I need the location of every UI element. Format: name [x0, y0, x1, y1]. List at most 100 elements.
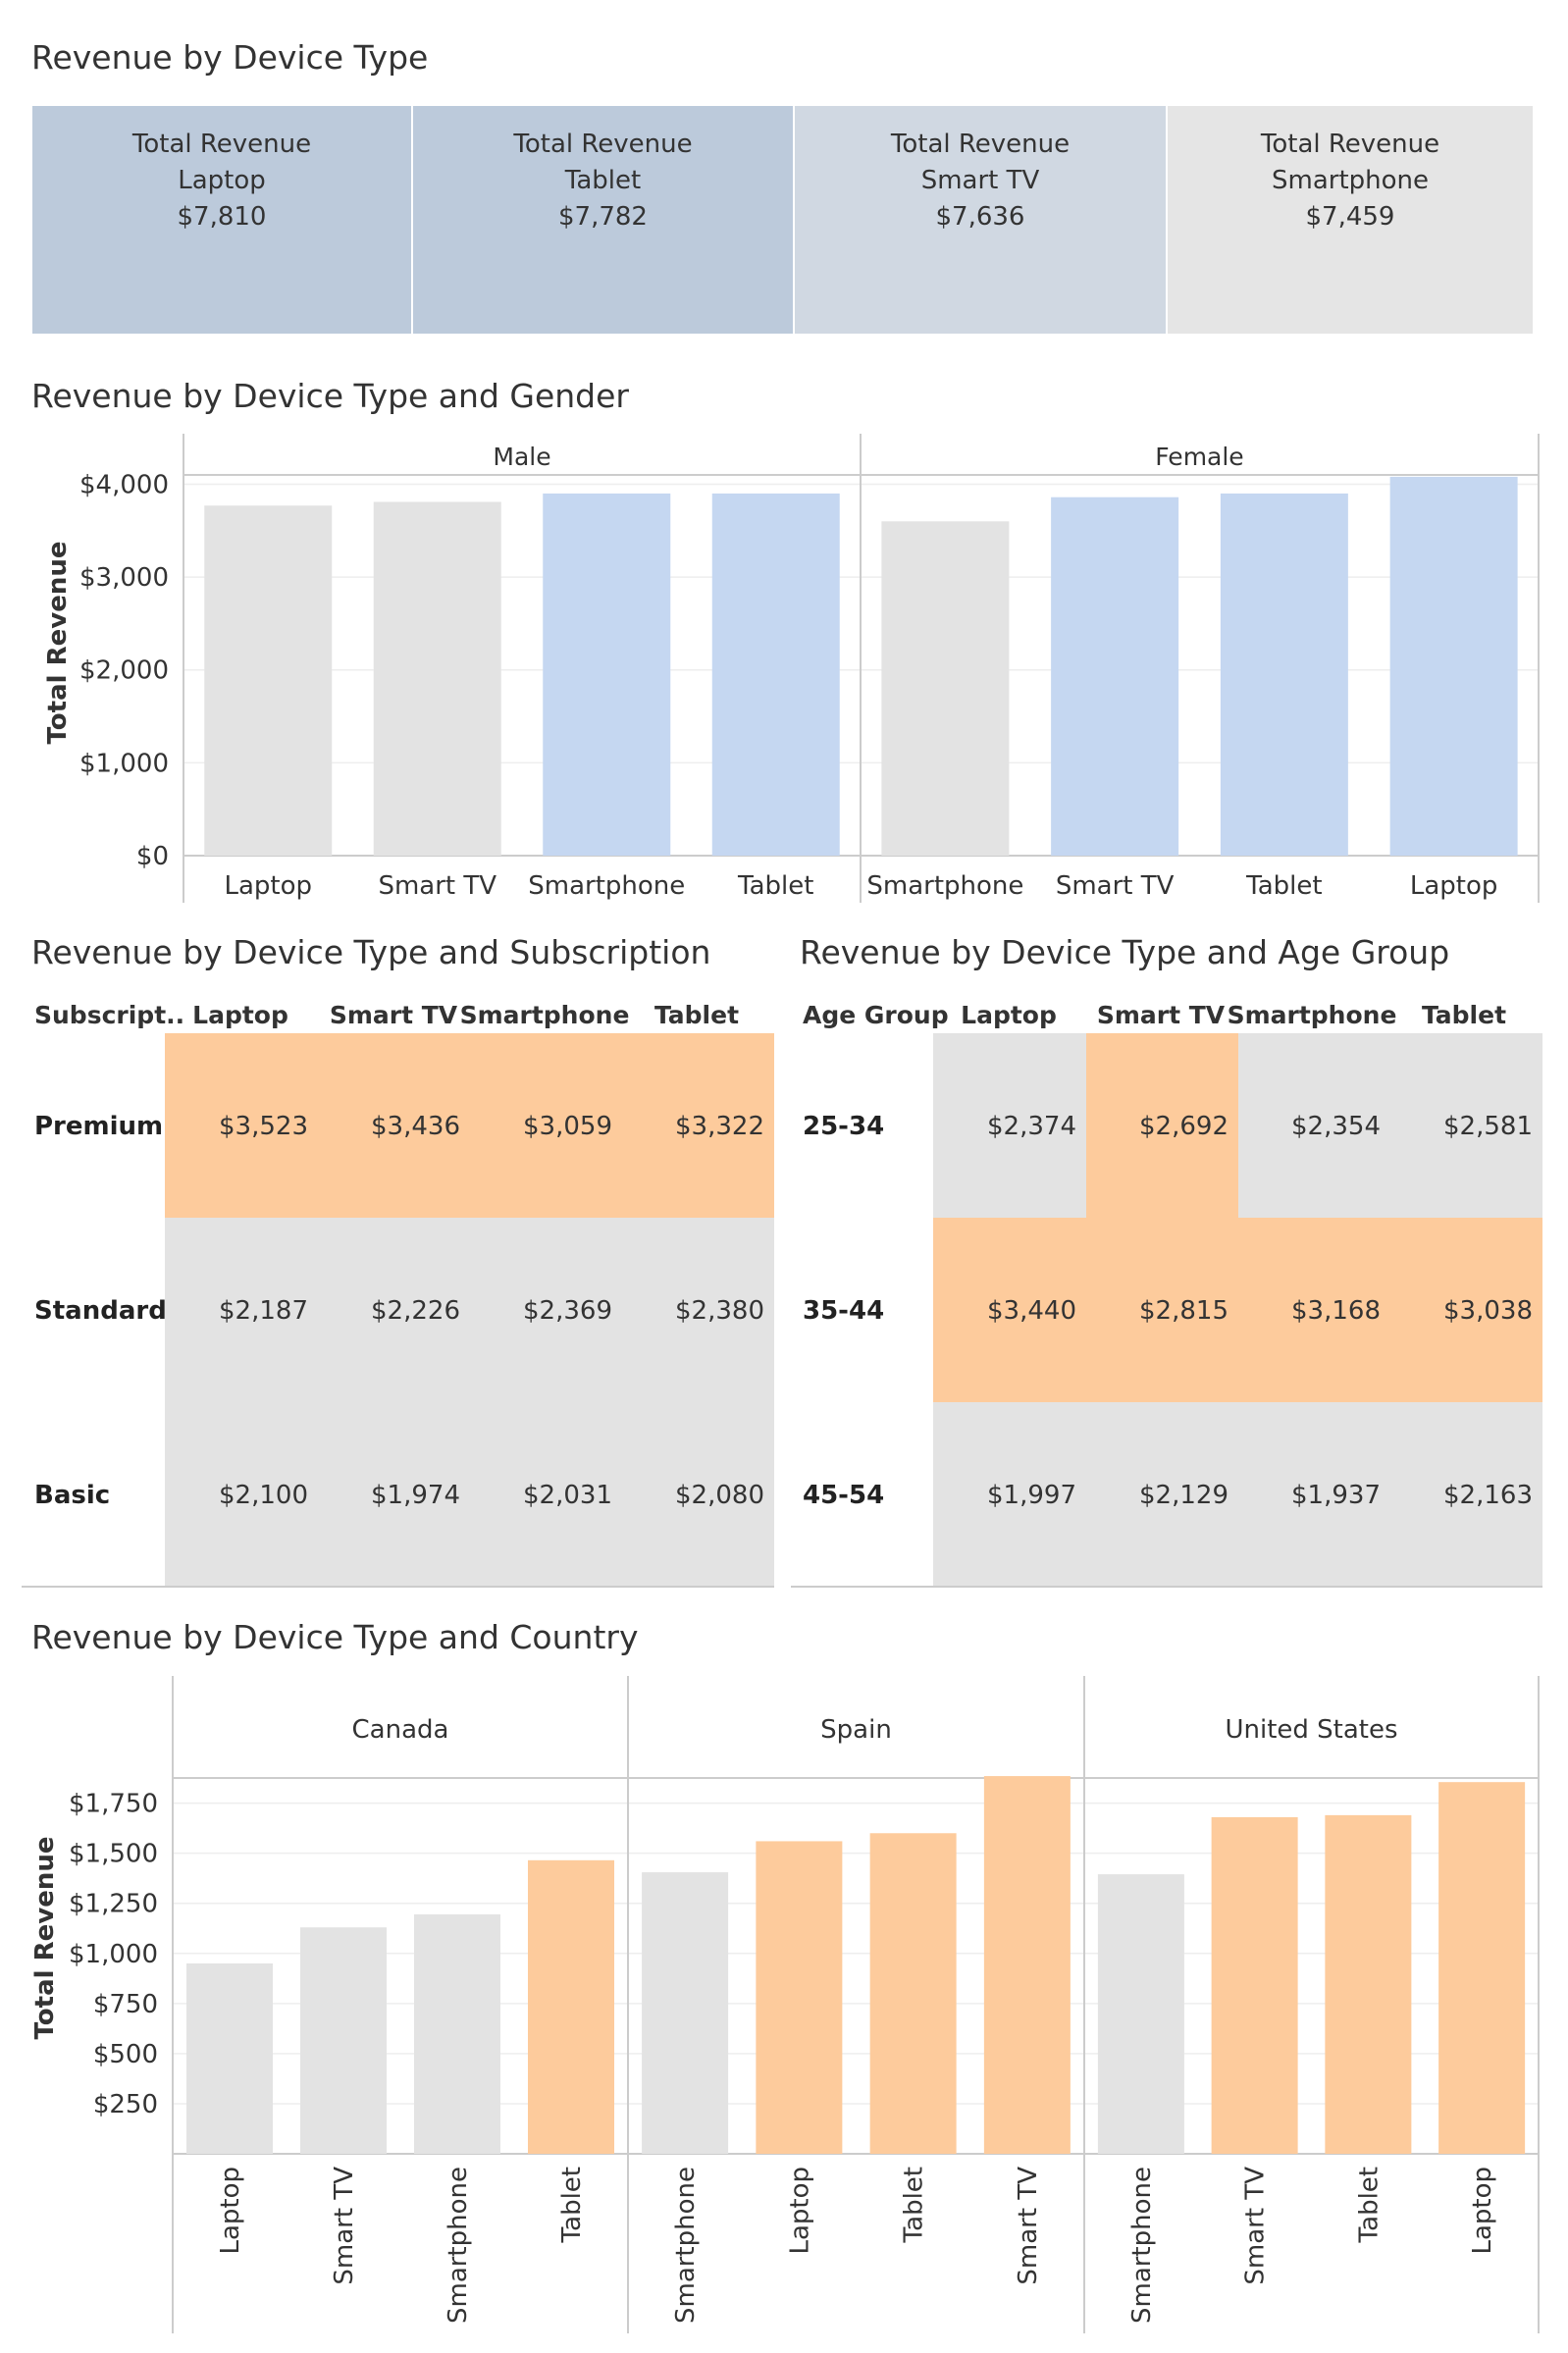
- table-cell: [1086, 1218, 1238, 1403]
- table-cell: [1390, 1033, 1542, 1219]
- kpi-card: [32, 106, 411, 334]
- kpi-card-label: Total Revenue: [890, 130, 1070, 159]
- kpi-card: [413, 106, 793, 334]
- table-cell: [165, 1218, 318, 1403]
- bar: [881, 521, 1010, 856]
- x-tick-label: Laptop: [224, 871, 312, 901]
- x-tick-label: Smartphone: [528, 871, 685, 901]
- y-tick-label: $500: [93, 2040, 158, 2069]
- table-cell: [470, 1033, 622, 1219]
- bar: [528, 1859, 614, 2154]
- kpi-card-device: Smartphone: [1272, 166, 1429, 195]
- table-cell: [318, 1218, 470, 1403]
- y-tick-label: $4,000: [79, 470, 169, 499]
- cell-value: $3,168: [1291, 1296, 1381, 1326]
- x-tick-label: Smart TV: [1056, 871, 1175, 901]
- cell-value: $2,226: [371, 1296, 460, 1326]
- bar: [711, 493, 840, 856]
- y-axis-title: Total Revenue: [43, 542, 73, 745]
- section-title-age: Revenue by Device Type and Age Group: [800, 933, 1449, 971]
- y-tick-label: $1,000: [79, 749, 169, 778]
- kpi-cards: Total Revenue Laptop $7,810 Total Revenue Ta…: [32, 106, 1533, 334]
- table-cell: [1086, 1402, 1238, 1588]
- bar: [186, 1963, 273, 2154]
- kpi-card-label: Total Revenue: [512, 130, 692, 159]
- cell-value: $2,031: [523, 1481, 612, 1510]
- y-tick-label: $2,000: [79, 656, 169, 686]
- table-cell: [1238, 1033, 1390, 1219]
- cell-value: $2,163: [1443, 1481, 1533, 1510]
- column-header: Smart TV: [1097, 1001, 1226, 1029]
- cell-value: $2,374: [987, 1112, 1076, 1141]
- table-cell: [622, 1402, 774, 1588]
- x-tick-label: Laptop: [785, 2167, 814, 2255]
- panel-header: Female: [1155, 443, 1243, 471]
- kpi-card-value: $7,810: [178, 202, 267, 232]
- row-label: Basic: [34, 1481, 110, 1510]
- bar: [1438, 1782, 1526, 2154]
- panel-header: Male: [493, 443, 550, 471]
- kpi-card-value: $7,636: [936, 202, 1025, 232]
- kpi-card: [795, 106, 1166, 334]
- kpi-card-label: Total Revenue: [1260, 130, 1439, 159]
- x-tick-label: Smartphone: [444, 2167, 473, 2324]
- table-cell: [470, 1218, 622, 1403]
- column-header: Smartphone: [460, 1001, 630, 1029]
- table-cell: [165, 1033, 318, 1219]
- x-tick-label: Smart TV: [378, 871, 497, 901]
- kpi-card: [1168, 106, 1533, 334]
- row-label: 25-34: [803, 1112, 884, 1141]
- bar: [983, 1776, 1071, 2154]
- cell-value: $1,974: [371, 1481, 460, 1510]
- cell-value: $3,059: [523, 1112, 612, 1141]
- x-tick-label: Laptop: [1410, 871, 1498, 901]
- table-cell: [1238, 1402, 1390, 1588]
- cell-value: $2,581: [1443, 1112, 1533, 1141]
- table-cell: [933, 1218, 1086, 1403]
- x-tick-label: Smartphone: [671, 2167, 701, 2324]
- table-cell: [622, 1218, 774, 1403]
- y-tick-label: $1,250: [69, 1890, 158, 1919]
- table-cell: [318, 1402, 470, 1588]
- kpi-card-device: Tablet: [564, 166, 641, 195]
- x-tick-label: Tablet: [900, 2167, 929, 2243]
- kpi-card-label: Total Revenue: [131, 130, 311, 159]
- column-header: Smartphone: [1228, 1001, 1397, 1029]
- cell-value: $3,440: [987, 1296, 1076, 1326]
- kpi-card-device: Laptop: [178, 166, 266, 195]
- x-tick-label: Tablet: [1354, 2167, 1384, 2243]
- cell-value: $2,100: [219, 1481, 308, 1510]
- table-cell: [1390, 1218, 1542, 1403]
- x-tick-label: Laptop: [1468, 2167, 1497, 2255]
- row-label: Premium: [34, 1112, 163, 1141]
- age-group-highlight-table: Age Group Laptop Smart TV Smartphone Tablet 2…: [791, 1001, 1542, 1588]
- table-cell: [470, 1402, 622, 1588]
- y-tick-label: $0: [136, 842, 169, 871]
- y-tick-label: $750: [93, 1990, 158, 2019]
- kpi-card-value: $7,459: [1306, 202, 1395, 232]
- cell-value: $2,187: [219, 1296, 308, 1326]
- row-label: 35-44: [803, 1296, 884, 1326]
- bar: [204, 505, 333, 856]
- table-cell: [1238, 1218, 1390, 1403]
- bar: [543, 493, 671, 856]
- table-cell: [1086, 1033, 1238, 1219]
- cell-value: $2,354: [1291, 1112, 1381, 1141]
- subscription-highlight-table: Subscript.. Laptop Smart TV Smartphone Table…: [22, 1001, 774, 1588]
- column-header: Tablet: [1422, 1001, 1506, 1029]
- cell-value: $2,692: [1139, 1112, 1228, 1141]
- x-tick-label: Smart TV: [1014, 2167, 1043, 2285]
- cell-value: $3,436: [371, 1112, 460, 1141]
- x-tick-label: Smart TV: [1241, 2167, 1271, 2285]
- column-header: Laptop: [961, 1001, 1057, 1029]
- y-tick-label: $1,500: [69, 1840, 158, 1869]
- section-title-gender: Revenue by Device Type and Gender: [31, 377, 629, 415]
- bar: [373, 501, 501, 856]
- country-bar-chart: Canada Spain United States $250 $500 $750 $1,0…: [30, 1676, 1540, 2333]
- bar: [1097, 1874, 1184, 2154]
- column-header: Laptop: [192, 1001, 288, 1029]
- column-header: Smart TV: [330, 1001, 458, 1029]
- y-tick-label: $1,750: [69, 1790, 158, 1819]
- row-label: 45-54: [803, 1481, 884, 1510]
- table-cell: [1390, 1402, 1542, 1588]
